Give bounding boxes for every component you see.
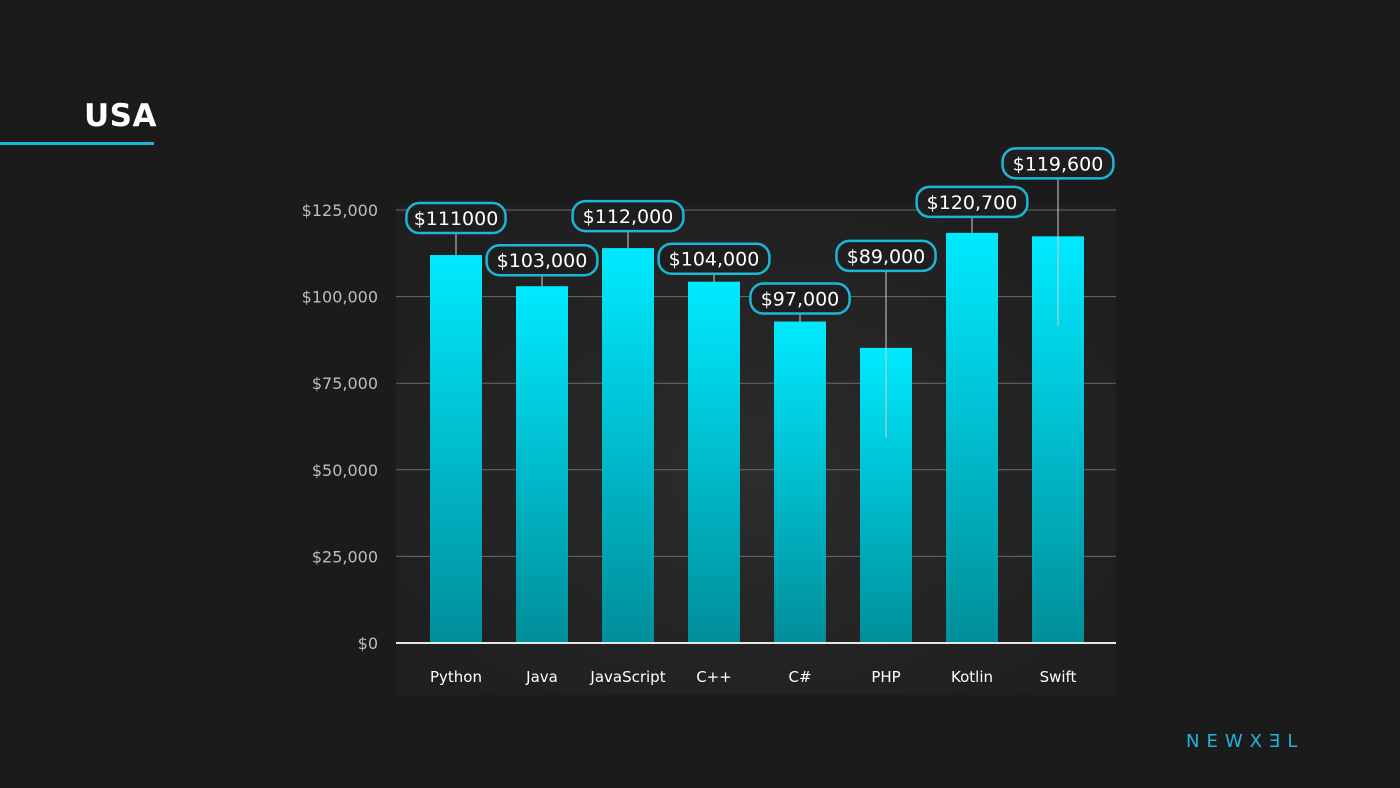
bar-c	[774, 321, 826, 643]
data-label-box	[657, 242, 771, 275]
data-label-box	[571, 199, 685, 233]
x-tick-label: Kotlin	[951, 668, 993, 686]
y-axis-ticks: $0 $25,000 $50,000 $75,000 $100,000 $125,000	[302, 201, 378, 653]
x-tick-label: JavaScript	[589, 668, 665, 686]
x-tick-label: PHP	[871, 668, 900, 686]
brand-logo: NEWXƎL	[1186, 731, 1305, 752]
x-axis-labels: Python Java JavaScript C++ C# PHP Kotlin Swift	[430, 668, 1077, 686]
data-label: $119,600	[1013, 153, 1104, 175]
y-tick-label: $100,000	[302, 288, 378, 307]
data-label: $111000	[414, 208, 499, 230]
x-tick-label: Swift	[1040, 668, 1077, 686]
data-label-box	[485, 243, 599, 277]
data-label-box	[749, 282, 851, 315]
data-labels: $111000 $103,000 $112,000 $104,000$97,000 $8…	[405, 147, 1115, 438]
bar-kotlin	[946, 232, 998, 643]
data-label: $97,000	[761, 289, 840, 311]
y-tick-label: $125,000	[302, 201, 378, 220]
bar-python	[430, 255, 482, 644]
bar-c	[688, 281, 740, 643]
x-tick-label: Java	[525, 668, 558, 686]
y-tick-label: $50,000	[312, 461, 378, 480]
bar-javascript	[602, 248, 654, 643]
plot-area	[396, 205, 1116, 695]
x-tick-label: C#	[788, 668, 811, 686]
data-label: $89,000	[847, 246, 926, 268]
data-label: $104,000	[669, 249, 760, 271]
data-label-box	[835, 239, 937, 273]
y-tick-label: $25,000	[312, 547, 378, 566]
x-tick-label: Python	[430, 668, 482, 686]
data-label-box	[915, 185, 1029, 219]
data-label-box	[405, 201, 507, 235]
page-title: USA	[84, 98, 157, 134]
bar-java	[516, 286, 568, 643]
data-label: $120,700	[927, 192, 1018, 214]
data-label-box	[1001, 147, 1115, 180]
title-underline	[0, 142, 154, 145]
x-tick-label: C++	[696, 668, 732, 686]
data-label: $112,000	[583, 206, 674, 228]
data-label: $103,000	[497, 250, 588, 272]
y-tick-label: $75,000	[312, 374, 378, 393]
y-tick-label: $0	[358, 634, 378, 653]
